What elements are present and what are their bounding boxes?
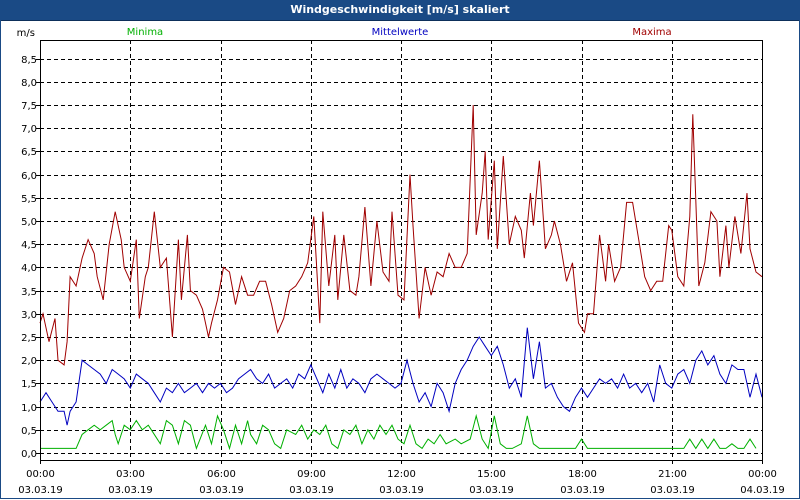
legend-label-minima: Minima: [127, 27, 163, 38]
x-tick-date: 03.03.19: [560, 485, 605, 496]
x-tick-time: 06:00: [207, 469, 236, 480]
title-bar: Windgeschwindigkeit [m/s] skaliert: [0, 0, 800, 21]
legend-label-mittelwerte: Mittelwerte: [372, 27, 429, 38]
x-tick-date: 03.03.19: [289, 485, 334, 496]
y-tick-label: 1,5: [21, 379, 37, 390]
x-tick-date: 03.03.19: [18, 485, 63, 496]
x-tick-time: 12:00: [387, 469, 416, 480]
series-line-mittelwerte: [39, 327, 763, 426]
y-tick-label: 5,0: [21, 217, 37, 228]
x-tick-date: 04.03.19: [740, 485, 785, 496]
y-tick-label: 5,5: [21, 194, 37, 205]
chart-title: Windgeschwindigkeit [m/s] skaliert: [290, 3, 510, 16]
y-axis-label: m/s: [17, 28, 35, 39]
x-tick-time: 00:00: [26, 469, 55, 480]
y-tick-label: 0,5: [21, 426, 37, 437]
series-line-minima: [40, 413, 757, 451]
x-tick-date: 03.03.19: [199, 485, 244, 496]
x-tick-time: 21:00: [658, 469, 687, 480]
y-tick-label: 8,5: [21, 55, 37, 66]
y-tick-label: 4,0: [21, 263, 37, 274]
legend-label-maxima: Maxima: [632, 27, 671, 38]
x-tick-date: 03.03.19: [108, 485, 153, 496]
x-tick-time: 09:00: [297, 469, 326, 480]
grid-layer: [40, 40, 762, 460]
series-line-maxima: [39, 104, 763, 366]
x-tick-time: 00:00: [748, 469, 777, 480]
y-tick-label: 3,0: [21, 310, 37, 321]
y-tick-label: 2,0: [21, 356, 37, 367]
y-tick-label: 7,0: [21, 124, 37, 135]
y-tick-label: 1,0: [21, 403, 37, 414]
axes-layer: [36, 40, 763, 464]
x-tick-date: 03.03.19: [650, 485, 695, 496]
x-tick-date: 03.03.19: [469, 485, 514, 496]
y-tick-label: 0,0: [21, 449, 37, 460]
y-tick-label: 8,0: [21, 78, 37, 89]
labels-layer: 0,0 0,5 1,0 1,5 2,0 2,5 3,0 3,5 4,0 4,5 5,0 5,5 6,0 6…: [17, 27, 785, 496]
x-tick-time: 18:00: [568, 469, 597, 480]
series-layer: [39, 104, 763, 451]
y-tick-label: 7,5: [21, 101, 37, 112]
y-tick-label: 4,5: [21, 240, 37, 251]
y-tick-label: 2,5: [21, 333, 37, 344]
y-tick-label: 6,5: [21, 147, 37, 158]
y-tick-label: 3,5: [21, 287, 37, 298]
x-tick-date: 03.03.19: [379, 485, 424, 496]
plot-border: [40, 40, 763, 461]
y-tick-label: 6,0: [21, 171, 37, 182]
x-tick-time: 03:00: [116, 469, 145, 480]
x-tick-time: 15:00: [477, 469, 506, 480]
